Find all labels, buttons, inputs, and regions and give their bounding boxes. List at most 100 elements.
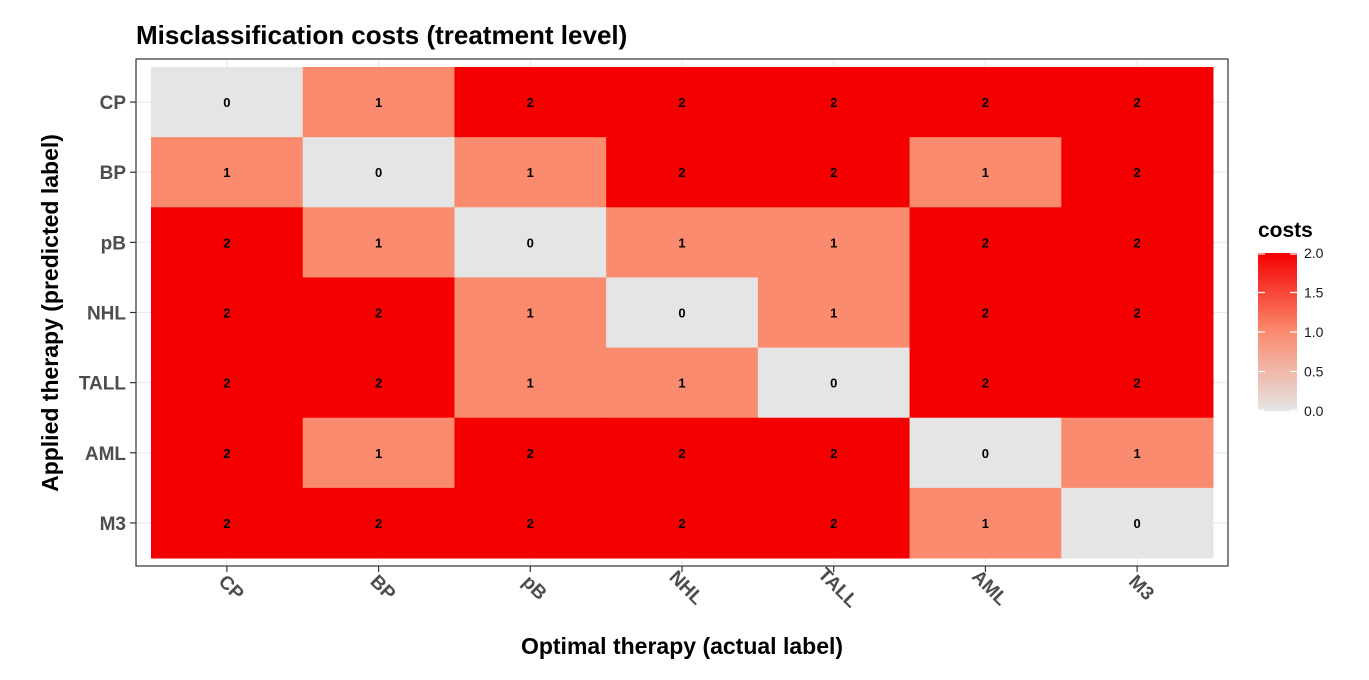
cell-value-label: 2 — [830, 165, 837, 180]
y-tick-label: BP — [100, 163, 127, 184]
heatmap-cell — [151, 207, 304, 278]
cell-value-label: 2 — [982, 306, 989, 321]
legend-title: costs — [1258, 219, 1313, 242]
cell-value-label: 1 — [375, 446, 382, 461]
heatmap-cell — [302, 417, 455, 489]
cell-value-label: 1 — [982, 516, 989, 531]
cell-value-label: 1 — [375, 235, 382, 250]
heatmap-cell — [909, 207, 1062, 278]
heatmap-cell — [302, 137, 455, 208]
heatmap-cell — [151, 487, 304, 559]
heatmap-cell — [606, 417, 759, 489]
heatmap-cell — [454, 417, 607, 489]
x-tick-label: BP — [366, 571, 400, 605]
cell-value-label: 2 — [830, 95, 837, 110]
cell-value-label: 2 — [1134, 235, 1141, 250]
heatmap-cell — [1061, 277, 1214, 349]
heatmap-cell — [757, 417, 911, 489]
cell-value-label: 1 — [830, 235, 837, 250]
cell-value-label: 2 — [1134, 306, 1141, 321]
y-tick-label: TALL — [79, 374, 127, 395]
heatmap-cell — [151, 277, 304, 349]
x-tick-label: TALL — [814, 564, 862, 612]
heatmap-cell — [757, 277, 911, 349]
heatmap-cell — [1061, 417, 1214, 489]
legend-tick-label: 2.0 — [1304, 245, 1324, 261]
cell-value-label: 2 — [527, 446, 534, 461]
cell-value-label: 1 — [527, 306, 534, 321]
y-tick-label: CP — [100, 93, 127, 114]
heatmap-cell — [909, 137, 1062, 208]
x-tick-label: NHL — [665, 567, 708, 610]
cell-value-label: 2 — [982, 235, 989, 250]
heatmap-cells — [151, 67, 1214, 559]
heatmap-cell — [606, 347, 759, 419]
cell-value-label: 2 — [223, 516, 230, 531]
heatmap-cell — [606, 137, 759, 208]
heatmap-cell — [302, 277, 455, 349]
heatmap-cell — [909, 487, 1062, 559]
x-axis-title: Optimal therapy (actual label) — [521, 633, 843, 659]
heatmap-cell — [454, 487, 607, 559]
heatmap-cell — [302, 207, 455, 278]
cell-value-label: 2 — [982, 376, 989, 391]
cell-value-label: 2 — [223, 446, 230, 461]
cell-value-label: 2 — [678, 165, 685, 180]
heatmap-cell — [606, 277, 759, 349]
heatmap-cell — [606, 67, 759, 138]
y-axis-ticks: CP BP pB NHL TALL AML M3 — [79, 93, 136, 535]
heatmap-cell — [1061, 207, 1214, 278]
heatmap-cell — [757, 137, 911, 208]
heatmap-cell — [757, 67, 911, 138]
heatmap-cell — [151, 347, 304, 419]
heatmap-cell — [757, 207, 911, 278]
cell-value-label: 2 — [678, 95, 685, 110]
cell-value-label: 0 — [1134, 516, 1141, 531]
heatmap-cell — [151, 67, 304, 138]
heatmap-cell — [1061, 67, 1214, 138]
cell-value-label: 2 — [527, 95, 534, 110]
legend-tick-label: 0.0 — [1304, 403, 1324, 419]
heatmap-cell — [1061, 137, 1214, 208]
cell-value-label: 0 — [527, 235, 534, 250]
x-tick-label: AML — [967, 566, 1011, 610]
cell-value-label: 2 — [830, 516, 837, 531]
cell-value-label: 0 — [678, 306, 685, 321]
cell-value-label: 2 — [527, 516, 534, 531]
y-tick-label: M3 — [100, 514, 126, 535]
heatmap-cell — [302, 67, 455, 138]
heatmap-cell — [1061, 347, 1214, 419]
cell-value-label: 2 — [678, 516, 685, 531]
y-tick-label: NHL — [87, 304, 126, 325]
heatmap-cell — [909, 277, 1062, 349]
cell-value-label: 2 — [1134, 95, 1141, 110]
cell-value-label: 2 — [375, 376, 382, 391]
chart-title: Misclassification costs (treatment level… — [136, 20, 627, 50]
heatmap-cell — [454, 207, 607, 278]
cell-value-label: 2 — [1134, 165, 1141, 180]
heatmap-cell — [454, 277, 607, 349]
cell-value-label: 1 — [1134, 446, 1141, 461]
legend-tick-label: 1.5 — [1304, 285, 1324, 301]
legend: costs 0.0 0.5 1.0 1.5 2.0 — [1258, 219, 1324, 419]
heatmap-cell — [454, 137, 607, 208]
heatmap-cell — [757, 347, 911, 419]
legend-tick-label: 0.5 — [1304, 364, 1324, 380]
heatmap-cell — [151, 417, 304, 489]
cell-value-label: 1 — [830, 306, 837, 321]
heatmap-cell — [1061, 487, 1214, 559]
cell-value-label: 2 — [830, 446, 837, 461]
heatmap-cell — [454, 347, 607, 419]
cell-value-label: 1 — [982, 165, 989, 180]
legend-ticks: 0.0 0.5 1.0 1.5 2.0 — [1258, 245, 1324, 419]
heatmap-cell — [757, 487, 911, 559]
y-tick-label: pB — [101, 233, 126, 254]
heatmap-cell — [606, 207, 759, 278]
x-tick-label: CP — [214, 571, 248, 605]
cell-value-label: 1 — [527, 376, 534, 391]
x-axis-ticks: CP BP pB NHL TALL AML M3 — [214, 564, 1158, 612]
x-tick-label: pB — [518, 572, 551, 605]
cell-value-label: 1 — [527, 165, 534, 180]
cell-value-label: 1 — [223, 165, 230, 180]
